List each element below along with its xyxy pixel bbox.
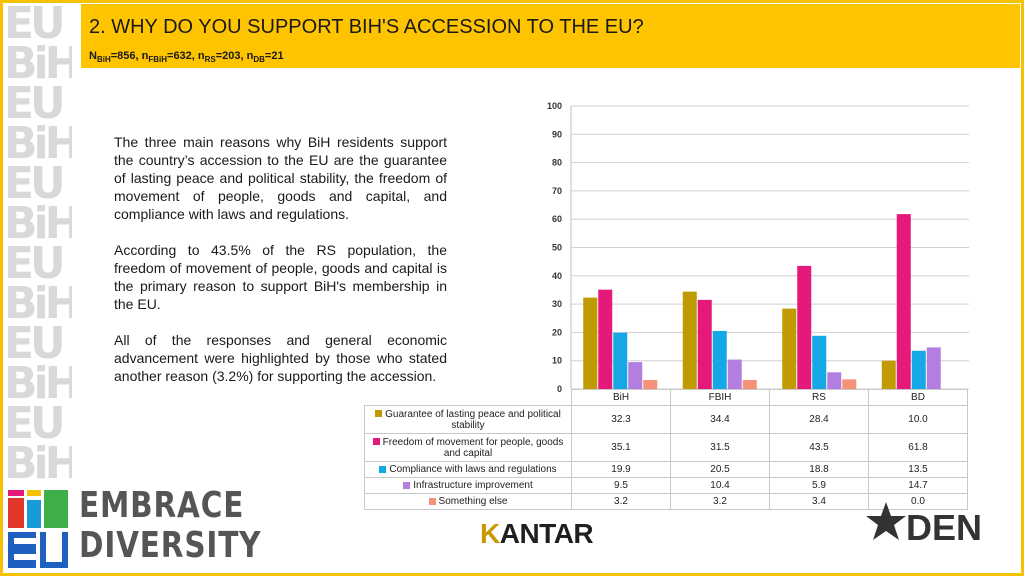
y-tick-label: 90 xyxy=(552,129,562,139)
table-cell: 10.4 xyxy=(670,477,770,494)
bar xyxy=(697,299,712,389)
column-header-fbih: FBIH xyxy=(670,389,770,406)
table-cell: 35.1 xyxy=(571,433,671,462)
table-row: Freedom of movement for people, goods an… xyxy=(364,433,968,462)
legend-label: Guarantee of lasting peace and political… xyxy=(385,408,561,431)
column-header-bih: BiH xyxy=(571,389,671,406)
y-tick-label: 30 xyxy=(552,299,562,309)
bar xyxy=(598,289,613,389)
bar xyxy=(643,379,658,389)
bar xyxy=(712,330,727,389)
table-row: Guarantee of lasting peace and political… xyxy=(364,405,968,434)
table-cell: 3.2 xyxy=(670,493,770,510)
legend-label: Infrastructure improvement xyxy=(413,480,533,491)
table-cell: 13.5 xyxy=(868,461,968,478)
table-header-row: BiH FBIH RS BD xyxy=(365,389,968,406)
legend-swatch xyxy=(375,410,383,418)
table-cell: 32.3 xyxy=(571,405,671,434)
y-tick-label: 60 xyxy=(552,214,562,224)
table-cell: 19.9 xyxy=(571,461,671,478)
page-title: 2. WHY DO YOU SUPPORT BIH'S ACCESSION TO… xyxy=(89,16,644,38)
legend-swatch xyxy=(403,481,411,489)
summary-paragraph-2: According to 43.5% of the RS population,… xyxy=(114,242,447,312)
bar xyxy=(881,360,896,389)
table-cell: 3.4 xyxy=(769,493,869,510)
bar xyxy=(583,297,598,389)
bar xyxy=(926,347,941,389)
table-cell: 9.5 xyxy=(571,477,671,494)
legend-label: Compliance with laws and regulations xyxy=(389,464,557,475)
bih-eu-logo xyxy=(8,490,68,568)
table-cell: 18.8 xyxy=(769,461,869,478)
table-cell: 43.5 xyxy=(769,433,869,462)
title-banner: 2. WHY DO YOU SUPPORT BIH'S ACCESSION TO… xyxy=(81,4,1020,68)
summary-paragraph-3: All of the responses and general economi… xyxy=(114,332,447,384)
table-cell: 31.5 xyxy=(670,433,770,462)
y-tick-label: 80 xyxy=(552,158,562,168)
table-cell: 34.4 xyxy=(670,405,770,434)
table-cell: 0.0 xyxy=(868,493,968,510)
table-cell: 28.4 xyxy=(769,405,869,434)
kantar-logo: KANTAR xyxy=(480,518,594,549)
summary-paragraph-1: The three main reasons why BiH residents… xyxy=(114,134,447,222)
bar xyxy=(812,335,827,389)
bar xyxy=(827,372,842,389)
data-table: BiH FBIH RS BD Guarantee of lasting peac… xyxy=(364,389,968,510)
bar xyxy=(682,291,697,389)
table-row: Compliance with laws and regulations 19.… xyxy=(364,461,968,478)
bar xyxy=(628,362,643,389)
y-tick-label: 70 xyxy=(552,186,562,196)
bar xyxy=(797,265,812,389)
decorative-bih-eu-strip: EU BiH EU BiH EU BiH EU BiH EU BiH EU Bi… xyxy=(4,4,72,484)
bar xyxy=(613,332,628,389)
table-row: Infrastructure improvement 9.5 10.4 5.9 … xyxy=(364,477,968,494)
bar xyxy=(782,308,797,389)
den-logo: DEN xyxy=(866,502,982,548)
table-cell: 3.2 xyxy=(571,493,671,510)
embrace-diversity-logo: EMBRACE DIVERSITY xyxy=(79,485,262,566)
y-tick-label: 0 xyxy=(557,384,562,394)
y-tick-label: 20 xyxy=(552,327,562,337)
bar xyxy=(742,379,757,389)
summary-text: The three main reasons why BiH residents… xyxy=(114,133,447,403)
bar xyxy=(842,379,857,389)
table-cell: 10.0 xyxy=(868,405,968,434)
y-tick-label: 40 xyxy=(552,271,562,281)
column-header-rs: RS xyxy=(769,389,869,406)
legend-swatch xyxy=(428,497,436,505)
table-cell: 14.7 xyxy=(868,477,968,494)
column-header-bd: BD xyxy=(868,389,968,406)
sample-size: NBiH=856, nFBiH=632, nRS=203, nDB=21 xyxy=(89,50,284,65)
legend-label: Freedom of movement for people, goods an… xyxy=(382,436,564,459)
legend-swatch xyxy=(372,438,380,446)
legend-swatch xyxy=(379,465,387,473)
bar xyxy=(911,350,926,389)
table-cell: 61.8 xyxy=(868,433,968,462)
y-tick-label: 10 xyxy=(552,356,562,366)
table-cell: 20.5 xyxy=(670,461,770,478)
bar xyxy=(896,214,911,389)
legend-label: Something else xyxy=(438,496,508,507)
table-cell: 5.9 xyxy=(769,477,869,494)
table-row: Something else 3.2 3.2 3.4 0.0 xyxy=(364,493,968,510)
bar xyxy=(727,359,742,389)
svg-text:DEN: DEN xyxy=(906,507,982,548)
y-tick-label: 100 xyxy=(547,101,562,111)
y-tick-label: 50 xyxy=(552,243,562,253)
